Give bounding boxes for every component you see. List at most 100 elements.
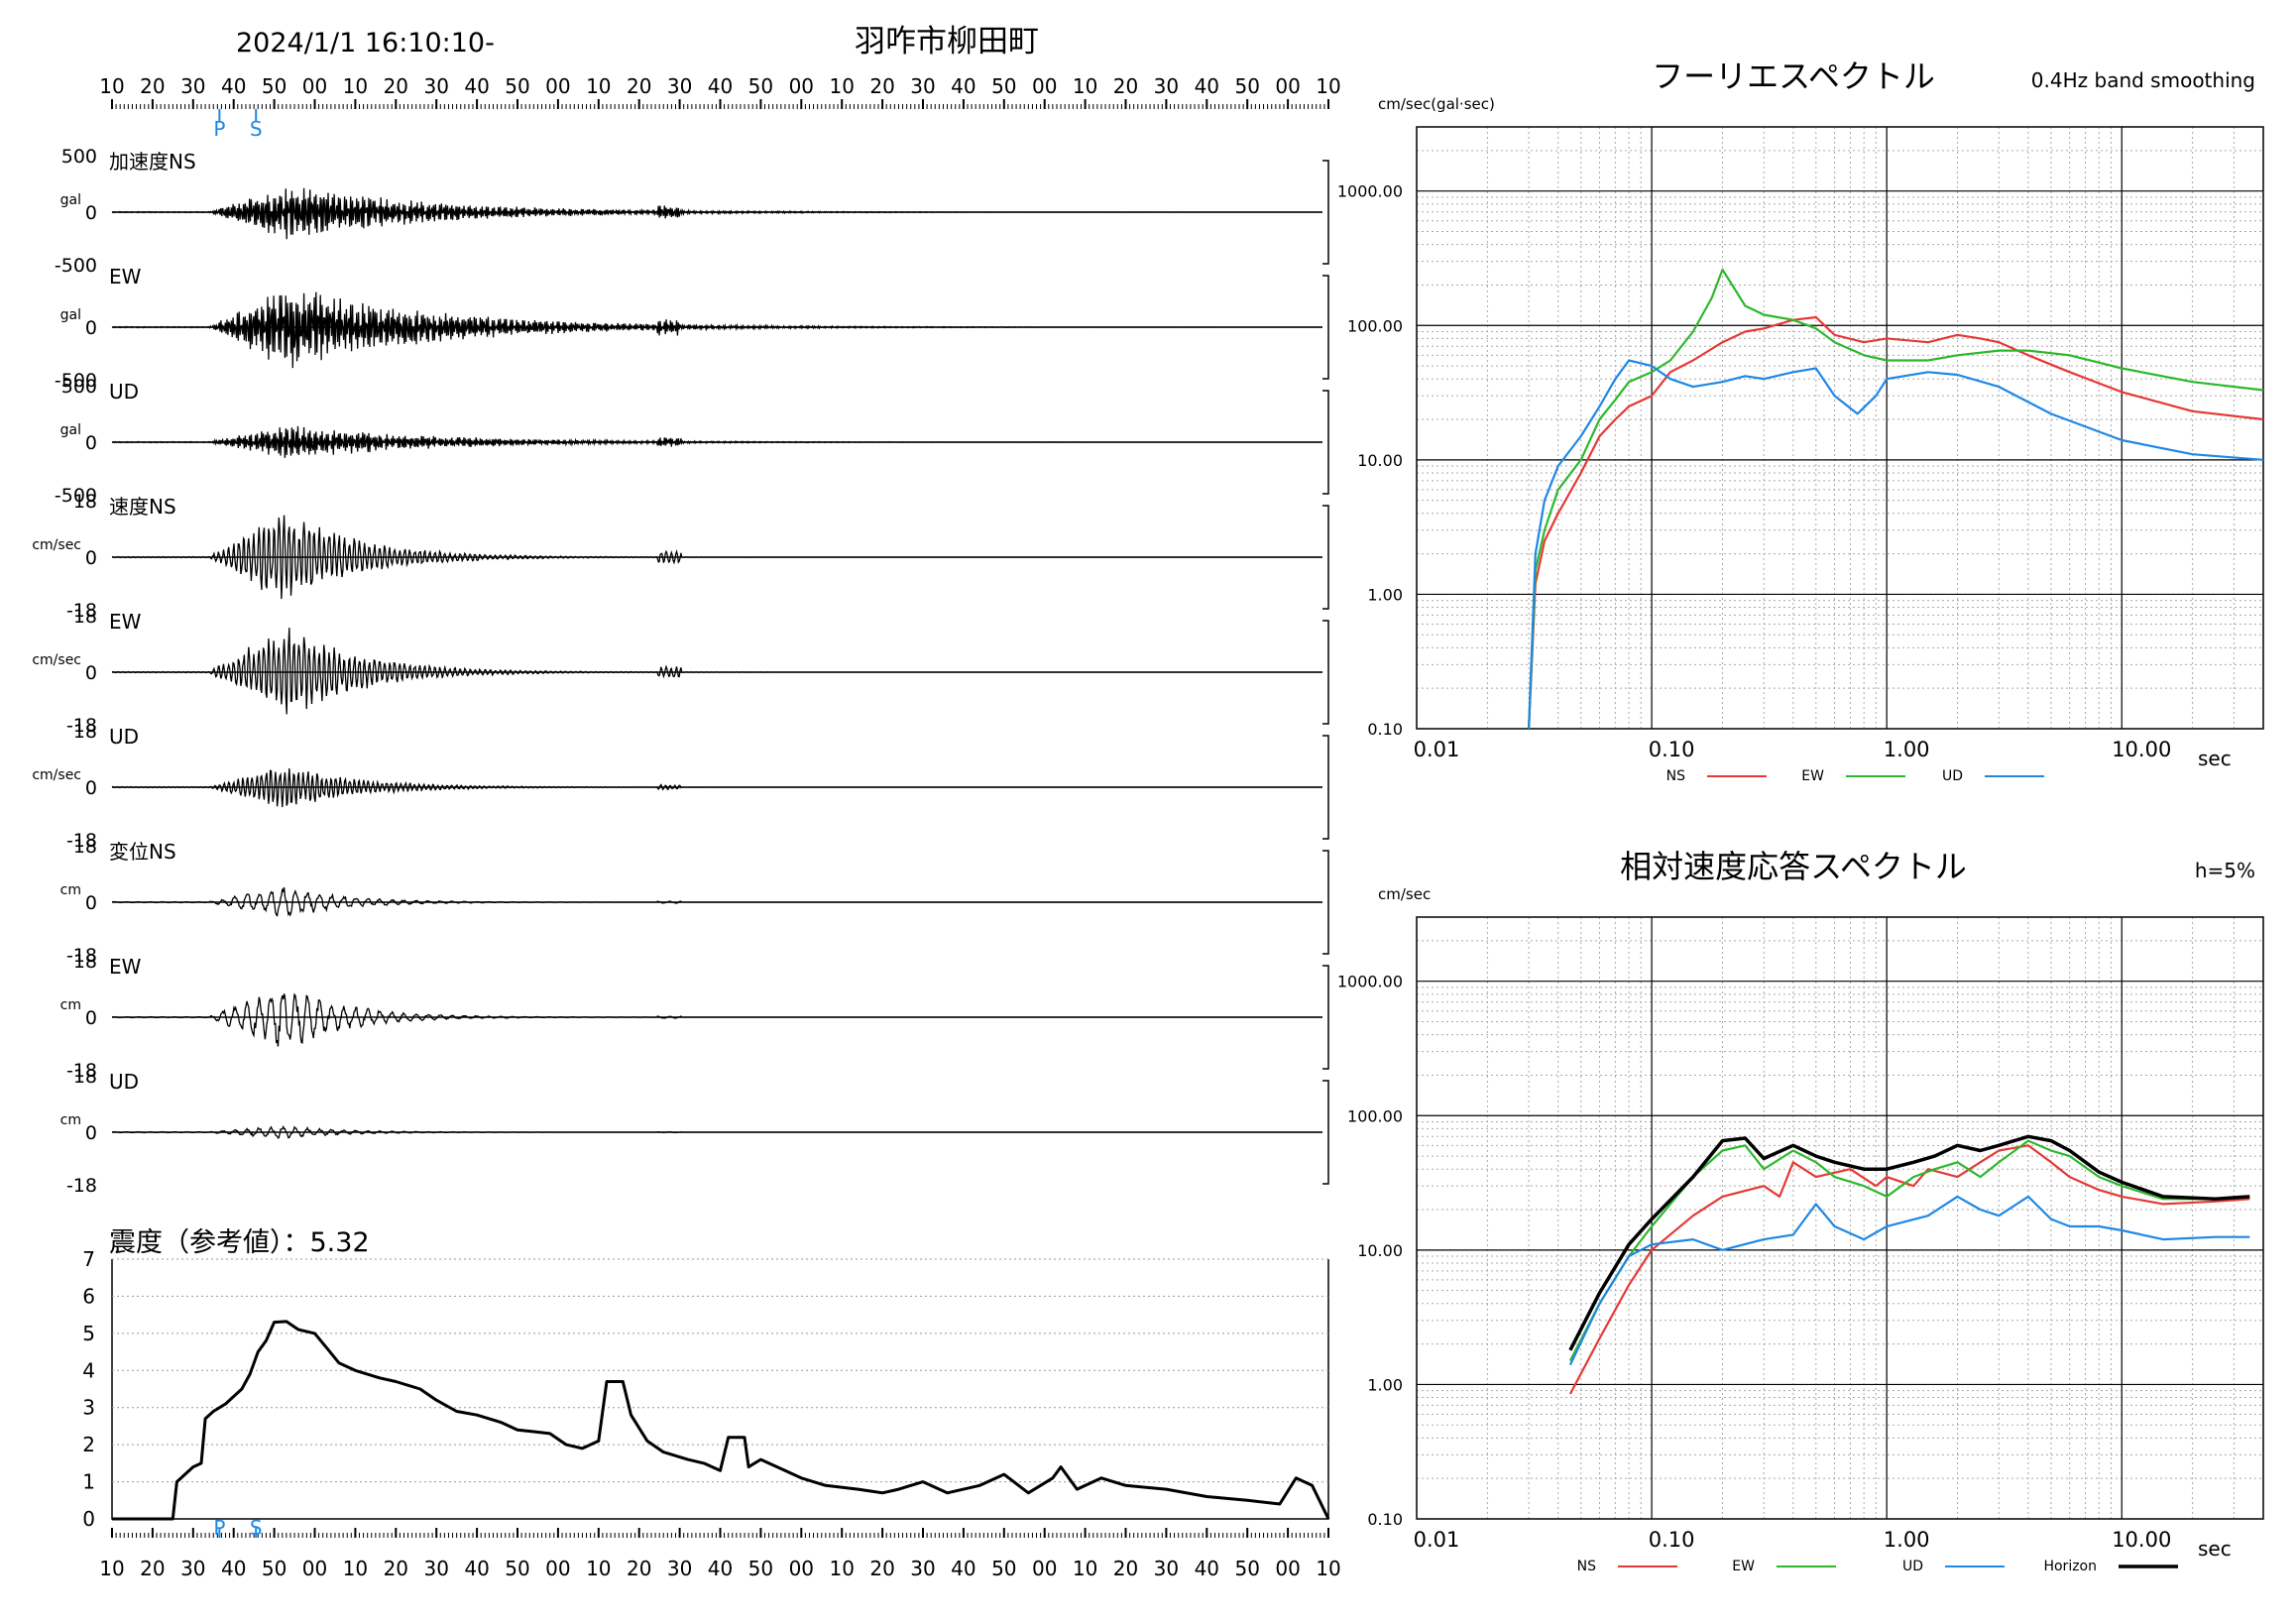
panel-bracket	[1322, 505, 1329, 610]
panel-min-label: -18	[66, 830, 97, 852]
time-tick-label: 00	[1032, 1557, 1057, 1580]
panel-component-label: 速度NS	[109, 495, 176, 519]
panel-component-label: EW	[109, 610, 142, 634]
y-tick-label: 1.00	[1367, 585, 1403, 604]
chart-subtitle: h=5%	[2195, 859, 2255, 882]
panel-zero-label: 0	[85, 317, 97, 339]
p-wave-marker: P	[213, 117, 225, 141]
x-tick-label: 10.00	[2112, 738, 2171, 761]
time-tick-label: 30	[423, 74, 448, 98]
time-tick-label: 50	[262, 1557, 287, 1580]
x-tick-label: 0.10	[1649, 1528, 1695, 1552]
panel-min-label: -18	[66, 600, 97, 622]
intensity-tick-label: 7	[82, 1247, 95, 1271]
panel-bracket	[1322, 965, 1329, 1070]
y-tick-label: 100.00	[1347, 1106, 1403, 1125]
legend-label: EW	[1732, 1559, 1755, 1574]
time-tick-label: 20	[140, 74, 165, 98]
y-tick-label: 100.00	[1347, 316, 1403, 335]
time-tick-label: 40	[221, 74, 246, 98]
x-tick-label: 0.01	[1414, 1528, 1460, 1552]
time-tick-label: 10	[99, 74, 124, 98]
panel-zero-label: 0	[85, 892, 97, 914]
panel-max-label: 18	[73, 951, 97, 973]
response-spectrum-chart: 0.01 0.10 1.00 10.00 0.10 1.00 10.00 100.00 1000…	[1337, 848, 2264, 1574]
series-line-ns	[1568, 1144, 2250, 1395]
time-tick-label: 00	[302, 74, 327, 98]
panel-max-label: 500	[61, 146, 97, 168]
legend-label: NS	[1577, 1559, 1596, 1574]
event-datetime: 2024/1/1 16:10:10-	[236, 28, 495, 58]
time-tick-label: 10	[343, 1557, 368, 1580]
chart-title: フーリエスペクトル	[1652, 58, 1935, 95]
plot-frame	[1416, 126, 2264, 730]
time-tick-label: 20	[627, 74, 651, 98]
time-tick-label: 30	[1154, 1557, 1179, 1580]
time-tick-label: 00	[545, 74, 570, 98]
time-tick-label: 10	[829, 74, 854, 98]
panel-zero-label: 0	[85, 432, 97, 454]
x-tick-label: 10.00	[2112, 1528, 2171, 1552]
time-tick-label: 20	[140, 1557, 165, 1580]
plot-frame	[1416, 916, 2264, 1520]
time-tick-label: 30	[180, 74, 205, 98]
time-tick-label: 30	[423, 1557, 448, 1580]
x-tick-label: 1.00	[1884, 738, 1930, 761]
chart-title: 相対速度応答スペクトル	[1620, 848, 1967, 885]
panel-zero-label: 0	[85, 547, 97, 569]
y-tick-label: 0.10	[1367, 1510, 1403, 1529]
time-tick-label: 00	[789, 1557, 814, 1580]
panel-component-label: UD	[109, 1070, 139, 1094]
waveform-panels: 加速度NS500-5000galEW-5000galUD500-5000gal速…	[32, 146, 1329, 1197]
time-tick-label: 20	[869, 74, 894, 98]
time-tick-label: 50	[991, 74, 1016, 98]
fourier-spectrum-chart: 0.01 0.10 1.00 10.00 0.10 1.00 10.00 100.00 1000…	[1337, 58, 2264, 784]
panel-component-label: 加速度NS	[109, 150, 196, 174]
time-tick-label: 10	[1073, 74, 1097, 98]
chart-subtitle: 0.4Hz band smoothing	[2031, 68, 2255, 92]
waveform-panel-vel-ew: EW 18 -18 0cm/sec	[32, 606, 1329, 737]
panel-bracket	[1322, 850, 1329, 955]
waveform-panel-vel-ud: UD 18 -18 0cm/sec	[32, 721, 1329, 852]
time-tick-label: 20	[1113, 1557, 1138, 1580]
panel-min-label: -500	[55, 370, 97, 392]
time-tick-label: 50	[505, 74, 529, 98]
panel-zero-label: 0	[85, 1122, 97, 1144]
x-axis-label: sec	[2198, 747, 2232, 770]
panel-bracket	[1322, 735, 1329, 840]
intensity-tick-label: 1	[82, 1470, 95, 1494]
panel-max-label: 18	[73, 606, 97, 628]
time-tick-label: 30	[1154, 74, 1179, 98]
time-tick-label: 00	[1275, 74, 1300, 98]
time-tick-label: 30	[910, 1557, 935, 1580]
time-tick-label: 40	[951, 74, 976, 98]
time-tick-label: 40	[464, 1557, 489, 1580]
panel-zero-label: 0	[85, 662, 97, 684]
panel-zero-label: 0	[85, 202, 97, 224]
panel-component-label: UD	[109, 380, 139, 404]
time-tick-label: 40	[708, 1557, 733, 1580]
waveform-panel-dis-ew: EW 18 -18 0cm	[60, 951, 1329, 1082]
panel-max-label: 18	[73, 1066, 97, 1088]
panel-bracket	[1322, 620, 1329, 725]
x-axis-label: sec	[2198, 1537, 2232, 1561]
y-tick-label: 1000.00	[1337, 182, 1403, 201]
time-tick-label: 20	[384, 1557, 408, 1580]
panel-min-label: -18	[66, 1175, 97, 1197]
time-tick-label: 50	[1234, 1557, 1259, 1580]
time-tick-label: 50	[748, 1557, 773, 1580]
time-tick-label: 10	[1316, 74, 1340, 98]
time-tick-label: 50	[991, 1557, 1016, 1580]
panel-zero-label: 0	[85, 1007, 97, 1029]
time-tick-label: 10	[586, 74, 611, 98]
panel-unit-label: gal	[60, 192, 81, 208]
time-tick-label: 00	[1275, 1557, 1300, 1580]
time-tick-label: 00	[1032, 74, 1057, 98]
panel-max-label: 500	[61, 376, 97, 398]
time-tick-label: 20	[869, 1557, 894, 1580]
waveform-panel-dis-ns: 変位NS 18 -18 0cm	[60, 836, 1329, 967]
